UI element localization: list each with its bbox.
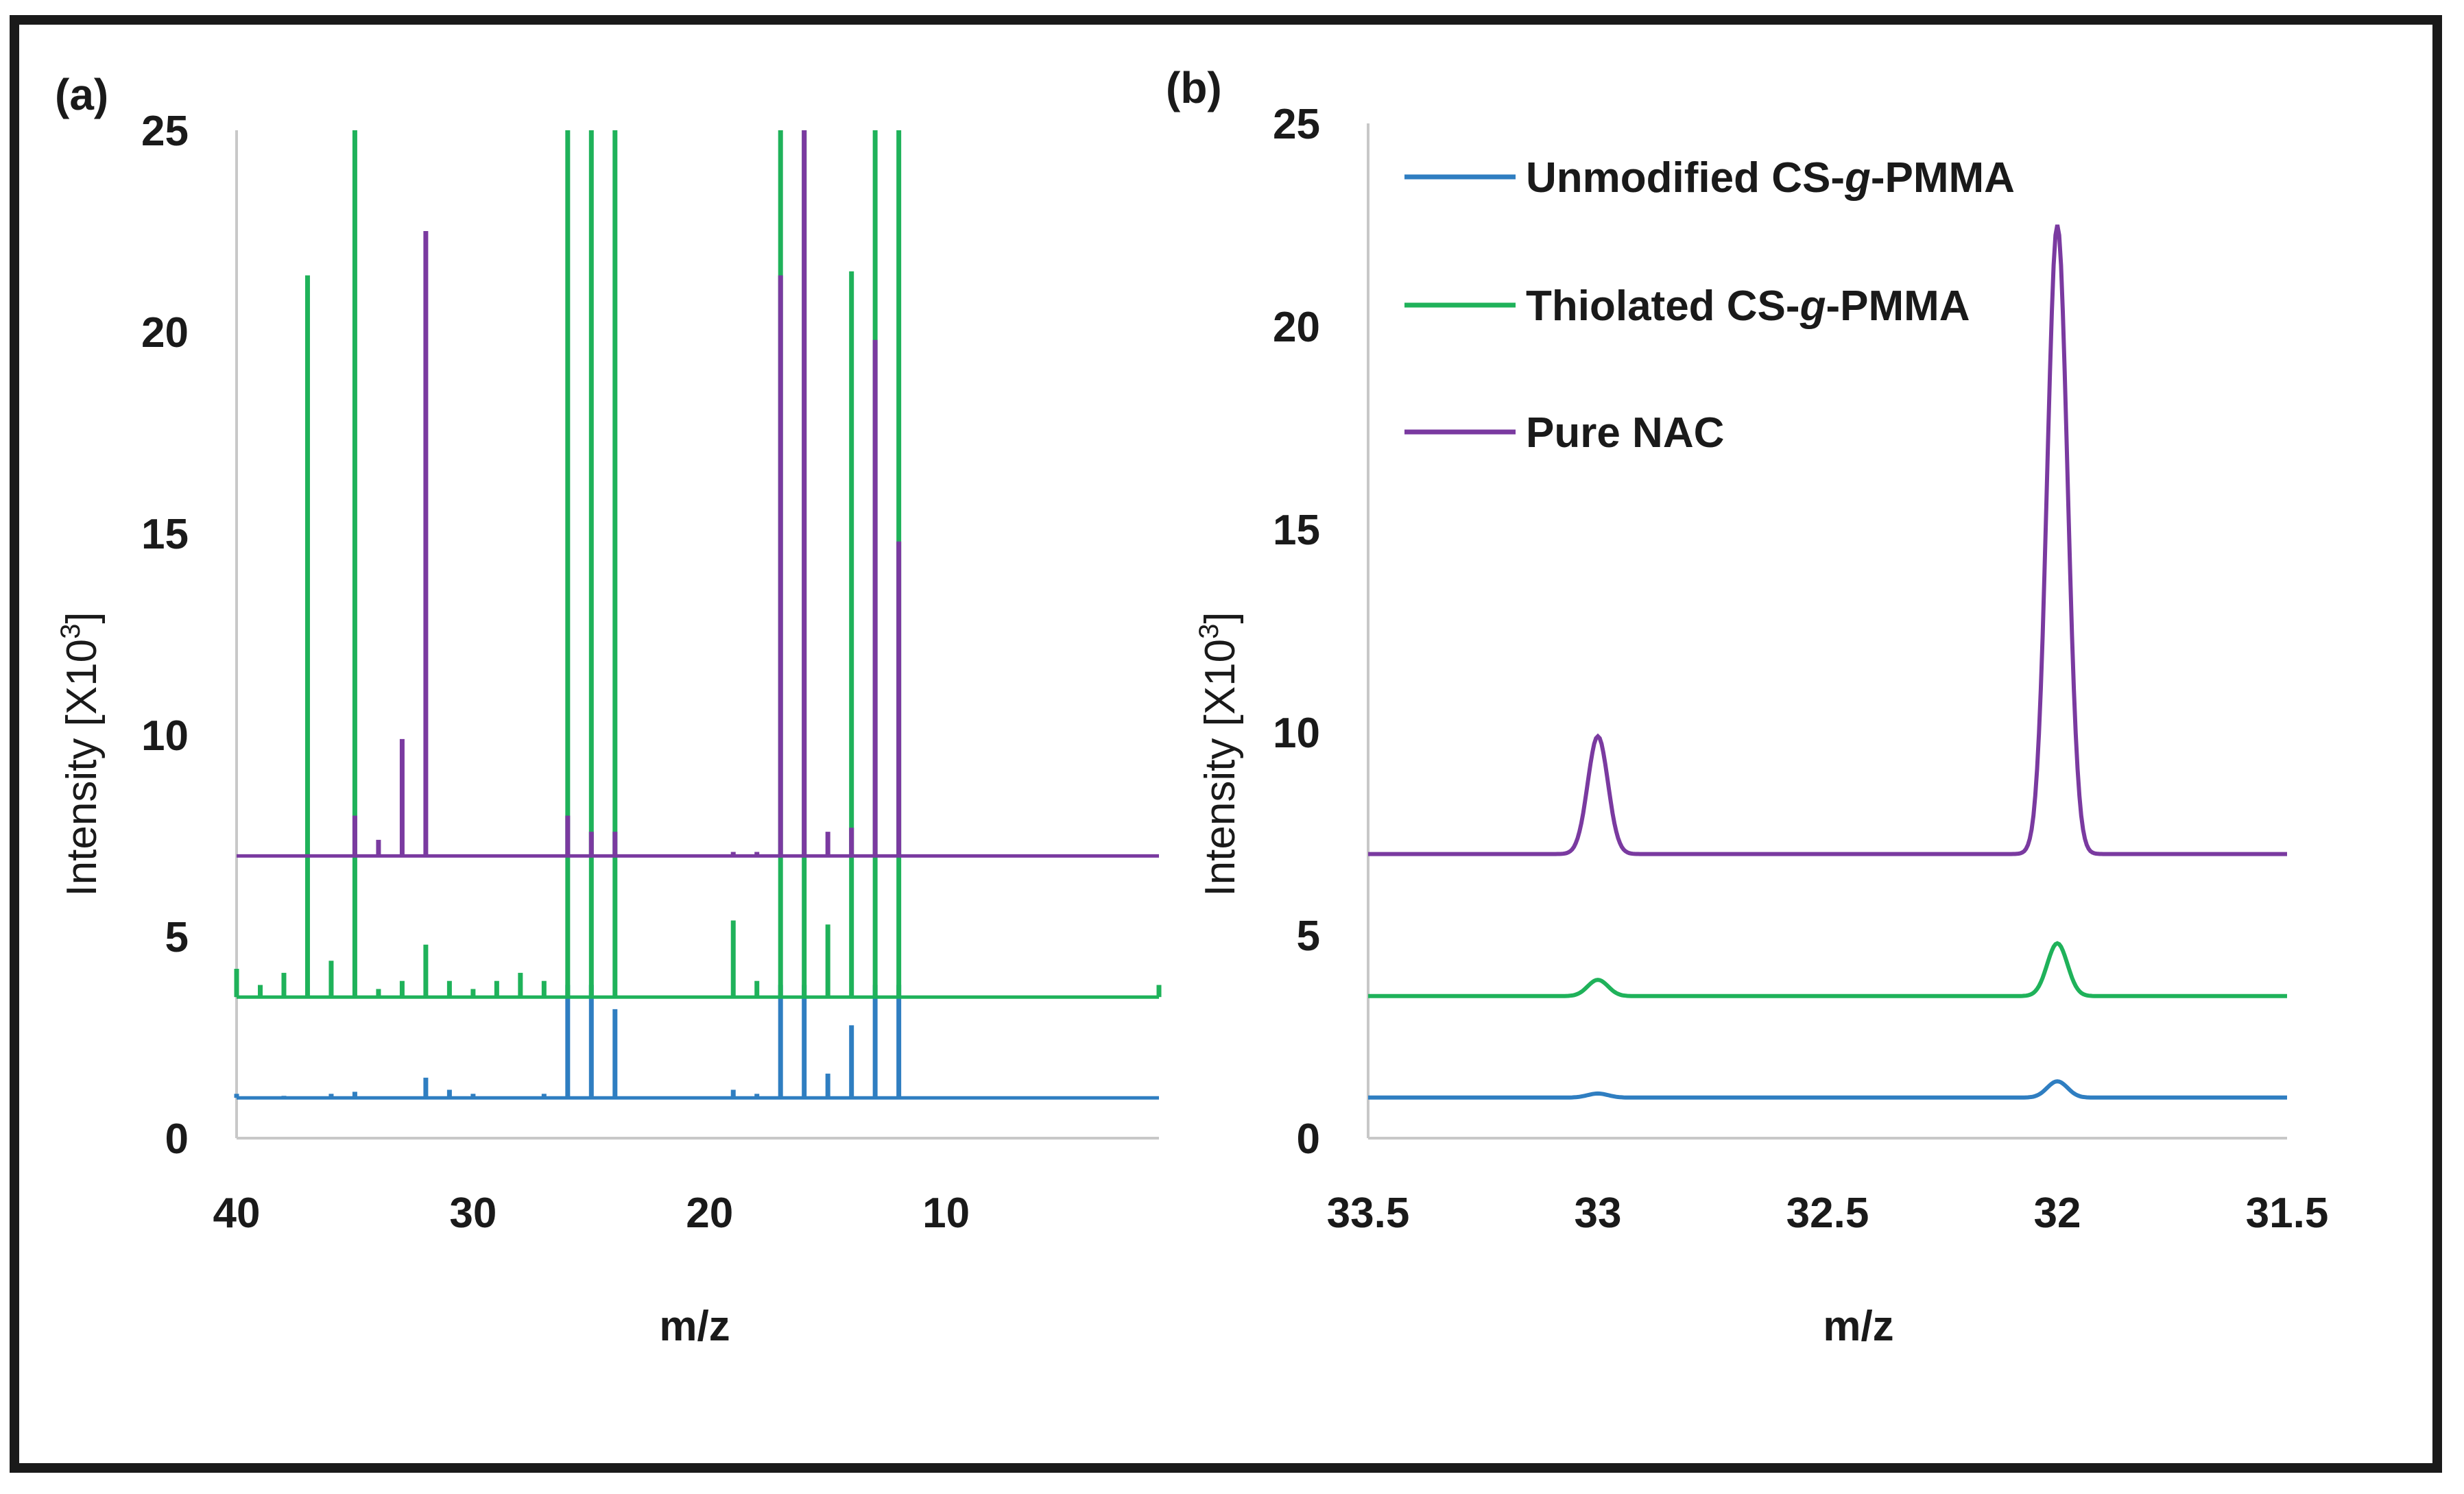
panel-b-y-tick-15: 15 xyxy=(1273,507,1320,554)
panel-a-x-tick-20: 20 xyxy=(686,1190,733,1237)
panel-b-line-nac xyxy=(1368,224,2287,856)
panel-b-series-thiolated xyxy=(1368,941,2287,998)
panel-b-x-tick-31.5: 31.5 xyxy=(2246,1190,2329,1237)
panel-a-y-tick-25: 25 xyxy=(141,108,189,155)
legend-unmodified-suffix: -PMMA xyxy=(1871,154,2015,202)
panel-a-x-ticks: 40 30 20 10 xyxy=(213,1190,970,1237)
panel-b-y-tick-5: 5 xyxy=(1297,913,1320,960)
panel-a-y-tick-20: 20 xyxy=(141,309,189,357)
panel-b-x-tick-32.5: 32.5 xyxy=(1786,1190,1869,1237)
panel-b-x-tick-33: 33 xyxy=(1575,1190,1622,1237)
panel-b-y-label: Intensity [X103] xyxy=(1194,612,1244,896)
panel-a-y-tick-0: 0 xyxy=(165,1116,189,1163)
panel-a-series xyxy=(234,130,1162,1100)
panel-b-series-unmodified xyxy=(1368,1079,2287,1100)
panel-a: (a) 0 5 10 15 20 25 40 30 20 10 m/z Intensity [X… xyxy=(55,70,1162,1350)
panel-b-y-ticks: 0 5 10 15 20 25 xyxy=(1273,101,1320,1163)
legend: Unmodified CS-g-PMMA Thiolated CS-g-PMMA… xyxy=(1404,154,2015,457)
panel-b-y-tick-25: 25 xyxy=(1273,101,1320,148)
panel-a-y-tick-10: 10 xyxy=(141,712,189,760)
panel-a-series-nac xyxy=(237,130,1159,858)
legend-unmodified-prefix: Unmodified CS- xyxy=(1526,154,1845,202)
panel-b-y-label-main: Intensity [X10 xyxy=(1197,639,1244,897)
panel-a-series-thiolated xyxy=(234,130,1162,999)
panel-a-x-tick-10: 10 xyxy=(922,1190,970,1237)
legend-thiolated-prefix: Thiolated CS- xyxy=(1526,282,1800,330)
panel-b-y-tick-0: 0 xyxy=(1297,1116,1320,1163)
panel-b-series-nac xyxy=(1368,224,2287,856)
legend-thiolated-suffix: -PMMA xyxy=(1826,282,1970,330)
panel-a-y-label: Intensity [X103] xyxy=(56,612,106,896)
panel-b-y-tick-10: 10 xyxy=(1273,710,1320,757)
panel-b-x-tick-32: 32 xyxy=(2034,1190,2081,1237)
panel-b-line-thiolated xyxy=(1368,941,2287,998)
panel-a-x-label: m/z xyxy=(659,1303,730,1350)
legend-label-thiolated: Thiolated CS-g-PMMA xyxy=(1526,282,1970,330)
panel-b-series xyxy=(1368,224,2287,1100)
panel-a-y-tick-15: 15 xyxy=(141,511,189,558)
panel-b-label: (b) xyxy=(1166,63,1222,112)
panel-b-y-label-sup: 3 xyxy=(1194,624,1224,639)
panel-a-x-tick-40: 40 xyxy=(213,1190,261,1237)
panel-a-y-label-sup: 3 xyxy=(56,624,86,639)
panel-b-line-unmodified xyxy=(1368,1079,2287,1100)
panel-a-y-label-end: ] xyxy=(58,612,106,623)
panel-b-y-label-end: ] xyxy=(1197,612,1244,623)
panel-a-y-tick-5: 5 xyxy=(165,914,189,961)
panel-a-series-unmodified xyxy=(234,985,1159,1100)
panel-a-y-ticks: 0 5 10 15 20 25 xyxy=(141,108,189,1163)
panel-b-x-ticks: 33.5 33 32.5 32 31.5 xyxy=(1327,1190,2329,1237)
legend-unmodified-g: g xyxy=(1844,154,1871,202)
panel-a-x-tick-30: 30 xyxy=(449,1190,497,1237)
legend-label-nac: Pure NAC xyxy=(1526,409,1724,457)
panel-b-y-tick-20: 20 xyxy=(1273,304,1320,351)
panel-b-x-tick-33.5: 33.5 xyxy=(1327,1190,1410,1237)
panel-a-label: (a) xyxy=(55,70,108,119)
legend-label-unmodified: Unmodified CS-g-PMMA xyxy=(1526,154,2015,202)
panel-b: (b) 0 5 10 15 20 25 33.5 33 32.5 32 31.5 m/z Inte… xyxy=(1166,63,2328,1350)
legend-thiolated-g: g xyxy=(1799,282,1826,330)
panel-b-x-label: m/z xyxy=(1823,1303,1893,1350)
panel-a-y-label-main: Intensity [X10 xyxy=(58,639,106,897)
